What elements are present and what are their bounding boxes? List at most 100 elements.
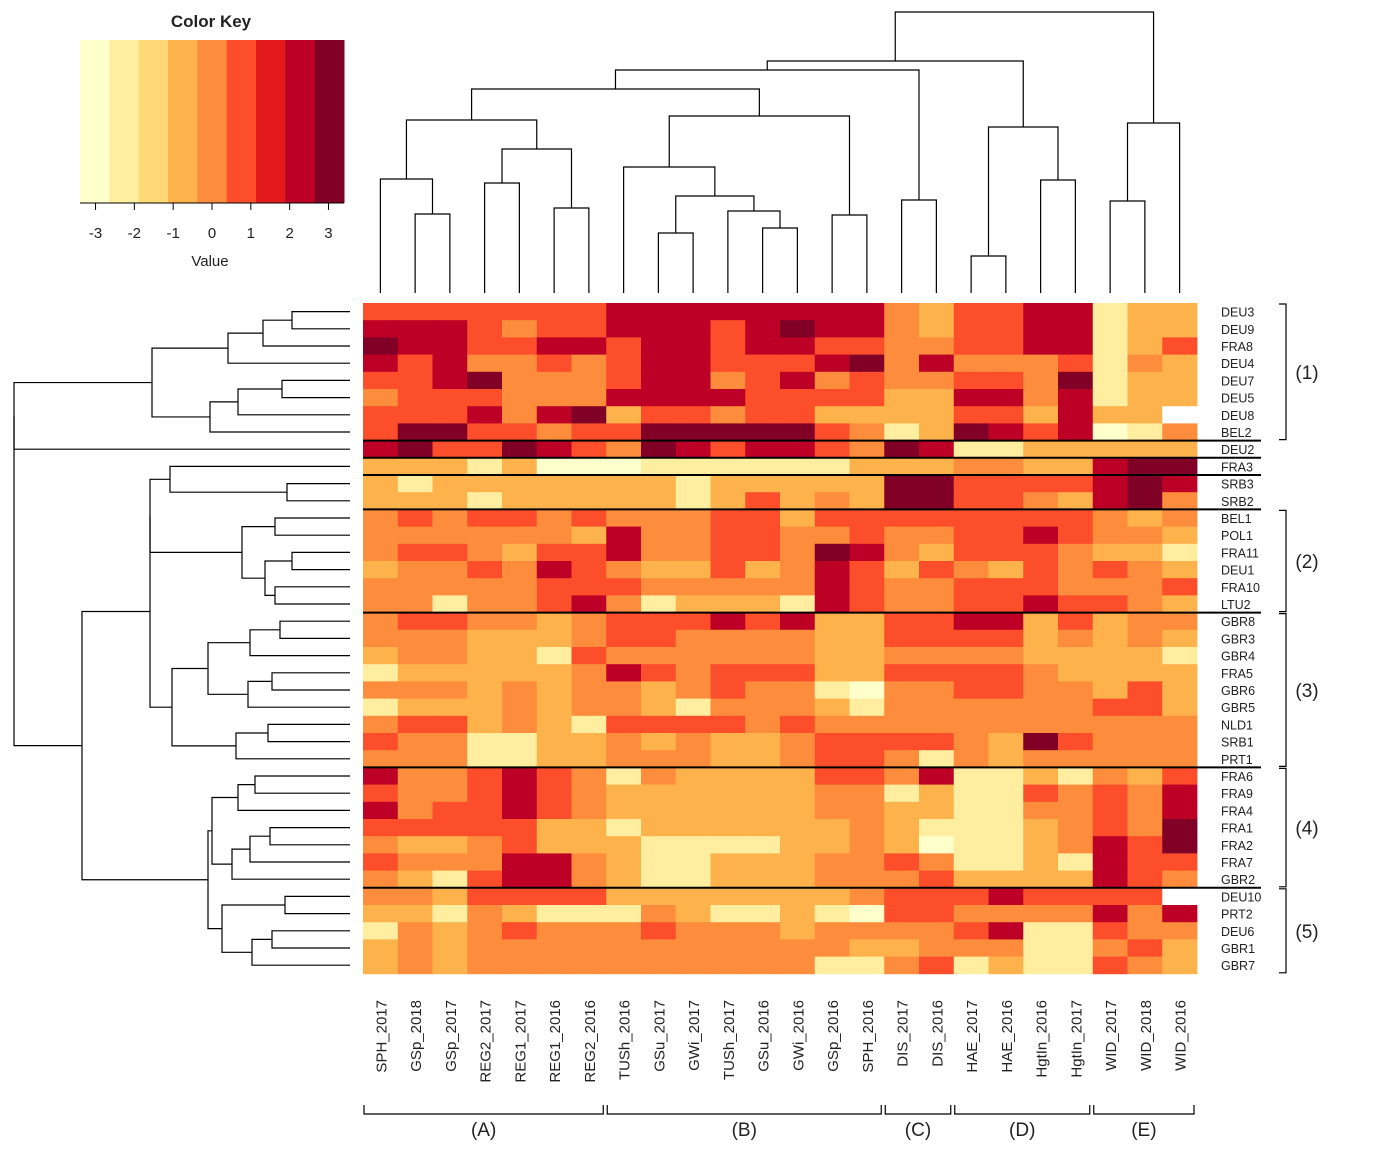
heatmap-cell [849,337,885,355]
heatmap-cell [919,371,955,390]
row-label: DEU10 [1221,890,1261,904]
heatmap-cell [536,664,572,682]
heatmap-cell [397,715,433,734]
heatmap-cell [1092,733,1128,751]
column-dendrogram-branch [379,178,434,293]
row-dendrogram-branch [209,401,350,433]
heatmap-cell [745,578,781,596]
heatmap-cell [1162,767,1198,785]
heatmap-cell [919,320,955,338]
heatmap-cell [536,922,572,940]
heatmap-cell [814,492,850,510]
heatmap-cell [363,354,399,373]
heatmap-cell [1092,337,1128,355]
heatmap-cell [780,303,816,321]
row-dendrogram-branch [291,551,350,571]
row-label: DEU1 [1221,564,1254,578]
heatmap-cell [953,801,989,820]
heatmap-cell [1127,698,1163,717]
heatmap-cell [710,767,746,785]
column-group-bracket [884,1105,952,1115]
heatmap-cell [502,939,538,957]
heatmap-cell [710,595,746,613]
heatmap-cell [780,354,816,373]
heatmap-cell [1127,543,1163,562]
heatmap-cell [502,870,538,889]
heatmap-cell [536,320,572,338]
row-dendrogram-branch [274,517,350,536]
heatmap-cell [953,767,989,785]
heatmap-cell [953,629,989,648]
heatmap-cell [432,956,468,975]
heatmap-cell [814,905,850,923]
heatmap-cell [571,629,607,648]
heatmap-cell [919,922,955,940]
heatmap-cell [432,578,468,596]
heatmap-cell [432,905,468,923]
heatmap-cell [1023,543,1059,562]
heatmap-cell [502,595,538,613]
heatmap-cell [571,320,607,338]
heatmap-cell [1058,543,1094,562]
heatmap-cell [919,956,955,975]
column-label: WID_2016 [1173,1000,1190,1071]
heatmap-cell [641,320,677,338]
heatmap-cell [884,354,920,373]
heatmap-cell [641,922,677,940]
heatmap-cell [536,870,572,889]
heatmap-cell [780,595,816,613]
heatmap-cell [363,440,399,459]
heatmap-cell [884,647,920,665]
heatmap-cell [606,733,642,751]
heatmap-cell [1092,784,1128,803]
heatmap-cell [675,836,711,854]
heatmap-cell [1127,733,1163,751]
heatmap-cell [675,371,711,390]
heatmap-cell [432,526,468,545]
heatmap-cell [397,492,433,510]
heatmap-cell [1162,647,1198,665]
heatmap-cell [884,664,920,682]
column-group-bracket [363,1105,604,1115]
heatmap-cell [814,595,850,613]
heatmap-cell [397,526,433,545]
heatmap-cell [1023,320,1059,338]
column-dendrogram-branch [1109,200,1146,293]
heatmap-cell [571,578,607,596]
heatmap-cell [571,406,607,424]
heatmap-cell [1023,423,1059,441]
heatmap-cell [397,767,433,785]
heatmap-cell [919,836,955,854]
heatmap-cell [953,509,989,527]
heatmap-cell [745,354,781,373]
heatmap-cell [988,561,1024,579]
heatmap-cell [919,578,955,596]
color-key-xlabel: Value [191,253,228,270]
heatmap-cell [1162,715,1198,734]
heatmap-cell [641,526,677,545]
heatmap-cell [397,853,433,871]
heatmap-cell [1092,922,1128,940]
heatmap-cell [432,440,468,459]
heatmap-cell [397,922,433,940]
heatmap-cell [675,733,711,751]
heatmap-cell [606,870,642,889]
heatmap-cell [397,354,433,373]
heatmap-cell [814,457,850,476]
heatmap-cell [397,629,433,648]
heatmap-cell [884,371,920,390]
row-dendrogram-branch [264,560,292,596]
heatmap-cell [953,715,989,734]
heatmap-cell [363,853,399,871]
heatmap-cell [1092,543,1128,562]
heatmap-cell [1127,905,1163,923]
heatmap-cell [606,767,642,785]
row-dendrogram-branch [262,319,350,347]
heatmap-cell [1162,629,1198,648]
column-group-label: (B) [732,1120,757,1141]
color-key-tick-label: -1 [167,225,180,242]
heatmap-cell [432,629,468,648]
heatmap-cell [884,475,920,493]
heatmap-cell [1023,371,1059,390]
heatmap-cell [884,561,920,579]
